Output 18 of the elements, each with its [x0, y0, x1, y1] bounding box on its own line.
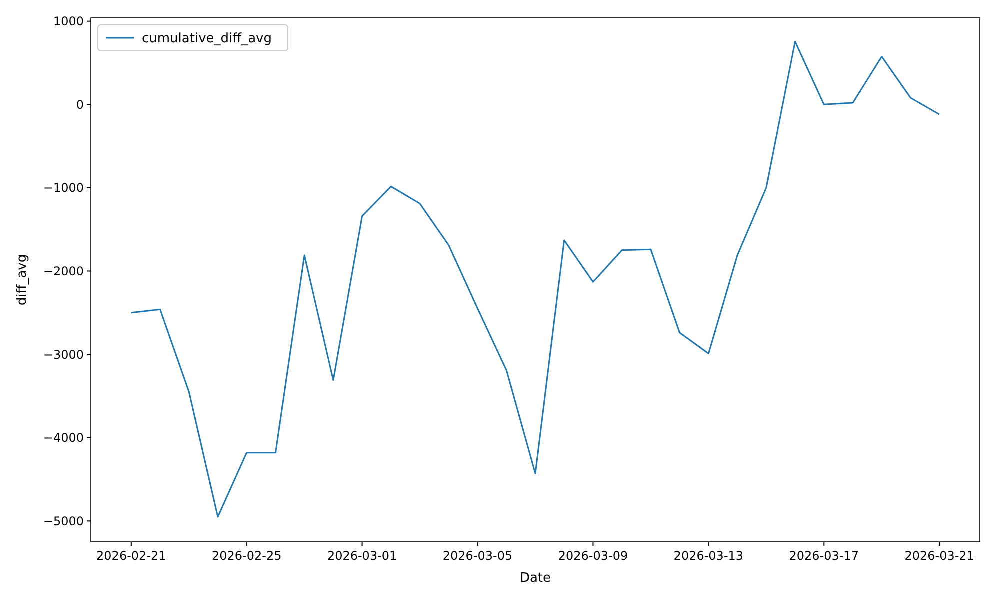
x-tick-label: 2026-03-09 — [558, 549, 628, 563]
y-tick-label: −3000 — [43, 348, 84, 362]
x-tick-label: 2026-03-17 — [789, 549, 860, 563]
x-tick-label: 2026-03-13 — [674, 549, 744, 563]
y-tick-label: −1000 — [43, 181, 84, 196]
legend-label: cumulative_diff_avg — [142, 32, 272, 47]
y-axis-title: diff_avg — [15, 254, 30, 306]
x-tick-label: 2026-03-05 — [442, 549, 513, 563]
y-tick-label: −5000 — [43, 514, 84, 528]
x-tick-label: 2026-02-25 — [212, 549, 282, 563]
y-tick-label: 1000 — [53, 14, 84, 29]
y-tick-label: 0 — [76, 98, 84, 112]
x-tick-label: 2026-03-01 — [327, 549, 398, 563]
x-tick-label: 2026-02-21 — [96, 549, 166, 563]
x-axis-title: Date — [520, 571, 552, 586]
y-tick-label: −2000 — [43, 264, 84, 278]
x-tick-label: 2026-03-21 — [904, 549, 974, 563]
y-tick-label: −4000 — [43, 431, 84, 446]
